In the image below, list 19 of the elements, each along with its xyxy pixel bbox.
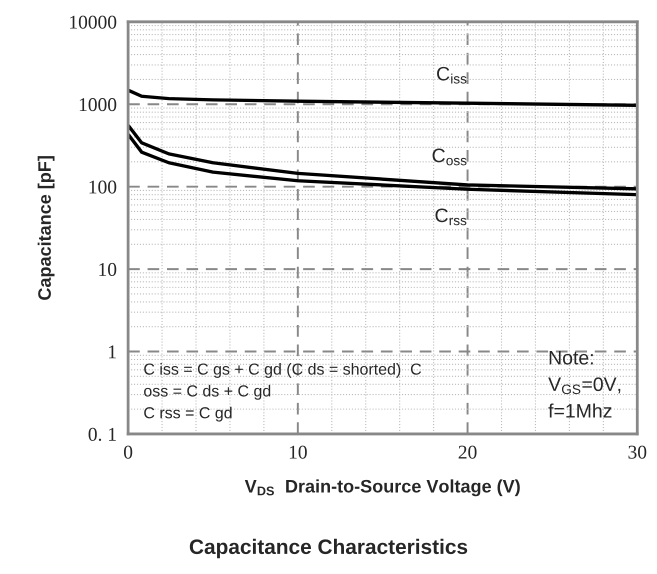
line-series xyxy=(128,88,638,107)
series-label: C$_{rss}$ xyxy=(435,208,466,226)
x-tick-label: 30 xyxy=(628,446,646,459)
y-tick-label: 10 xyxy=(99,262,116,276)
annotation: C iss = C gs + C gd (C ds = shorted) C oss = C ds + C gd C rss = C gd xyxy=(144,363,422,422)
y-tick-label: 1 xyxy=(108,345,116,358)
x-tick-label: 10 xyxy=(290,446,307,459)
y-tick-label: 1000 xyxy=(80,98,116,112)
annotation: Note: V$_{GS}$=0V, f=1Mhz xyxy=(548,351,620,418)
x-axis-title: V$_{DS}$ Drain-to-Source Voltage (V) xyxy=(244,479,520,496)
y-tick-label: 100 xyxy=(90,180,116,194)
y-tick-label: 0. 1 xyxy=(88,428,116,441)
series-label: C$_{iss}$ xyxy=(437,66,466,84)
y-axis-title: Capacitance [pF] xyxy=(38,156,55,300)
x-tick-label: 0 xyxy=(124,446,132,459)
series-label: C$_{oss}$ xyxy=(432,148,467,166)
y-tick-label: 10000 xyxy=(70,16,116,29)
text: Capacitance Characteristics xyxy=(190,538,468,558)
x-tick-label: 20 xyxy=(458,446,477,459)
